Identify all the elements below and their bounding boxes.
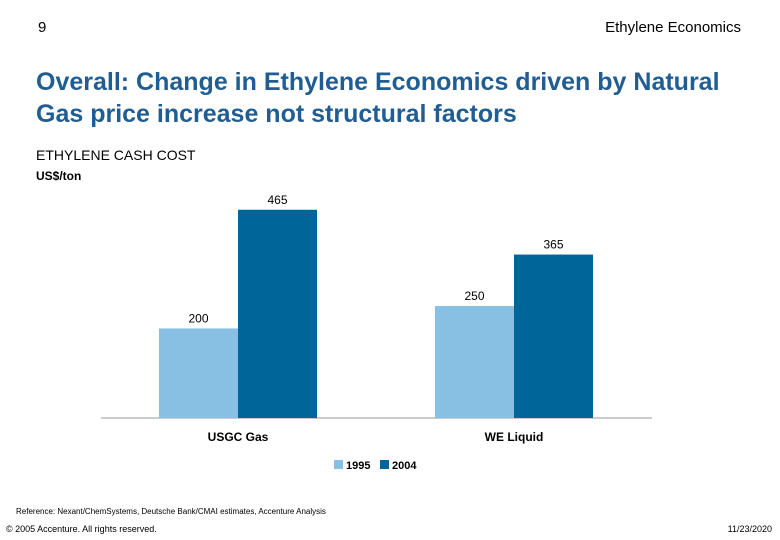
data-label: 465: [267, 193, 287, 207]
chart-title: ETHYLENE CASH COST: [36, 147, 196, 163]
legend-swatch-2004: [380, 460, 389, 469]
legend-label-1995: 1995: [346, 460, 370, 472]
page-number: 9: [38, 19, 47, 36]
bar-2004-1: [514, 254, 593, 418]
bar-1995-0: [159, 328, 238, 418]
legend-label-2004: 2004: [392, 460, 417, 472]
data-label: 200: [188, 311, 208, 325]
legend-swatch-1995: [334, 460, 343, 469]
y-axis-label: US$/ton: [36, 169, 82, 183]
category-label: USGC Gas: [208, 430, 269, 444]
data-label: 365: [543, 238, 563, 252]
bar-2004-0: [238, 209, 317, 418]
footer-date: 11/23/2020: [727, 524, 772, 534]
category-label: WE Liquid: [485, 430, 544, 444]
header-title: Ethylene Economics: [605, 19, 741, 36]
copyright: © 2005 Accenture. All rights reserved.: [6, 524, 157, 534]
bar-1995-1: [435, 306, 514, 418]
slide-title: Overall: Change in Ethylene Economics dr…: [36, 68, 720, 128]
reference-note: Reference: Nexant/ChemSystems, Deutsche …: [16, 507, 326, 516]
data-label: 250: [464, 289, 484, 303]
